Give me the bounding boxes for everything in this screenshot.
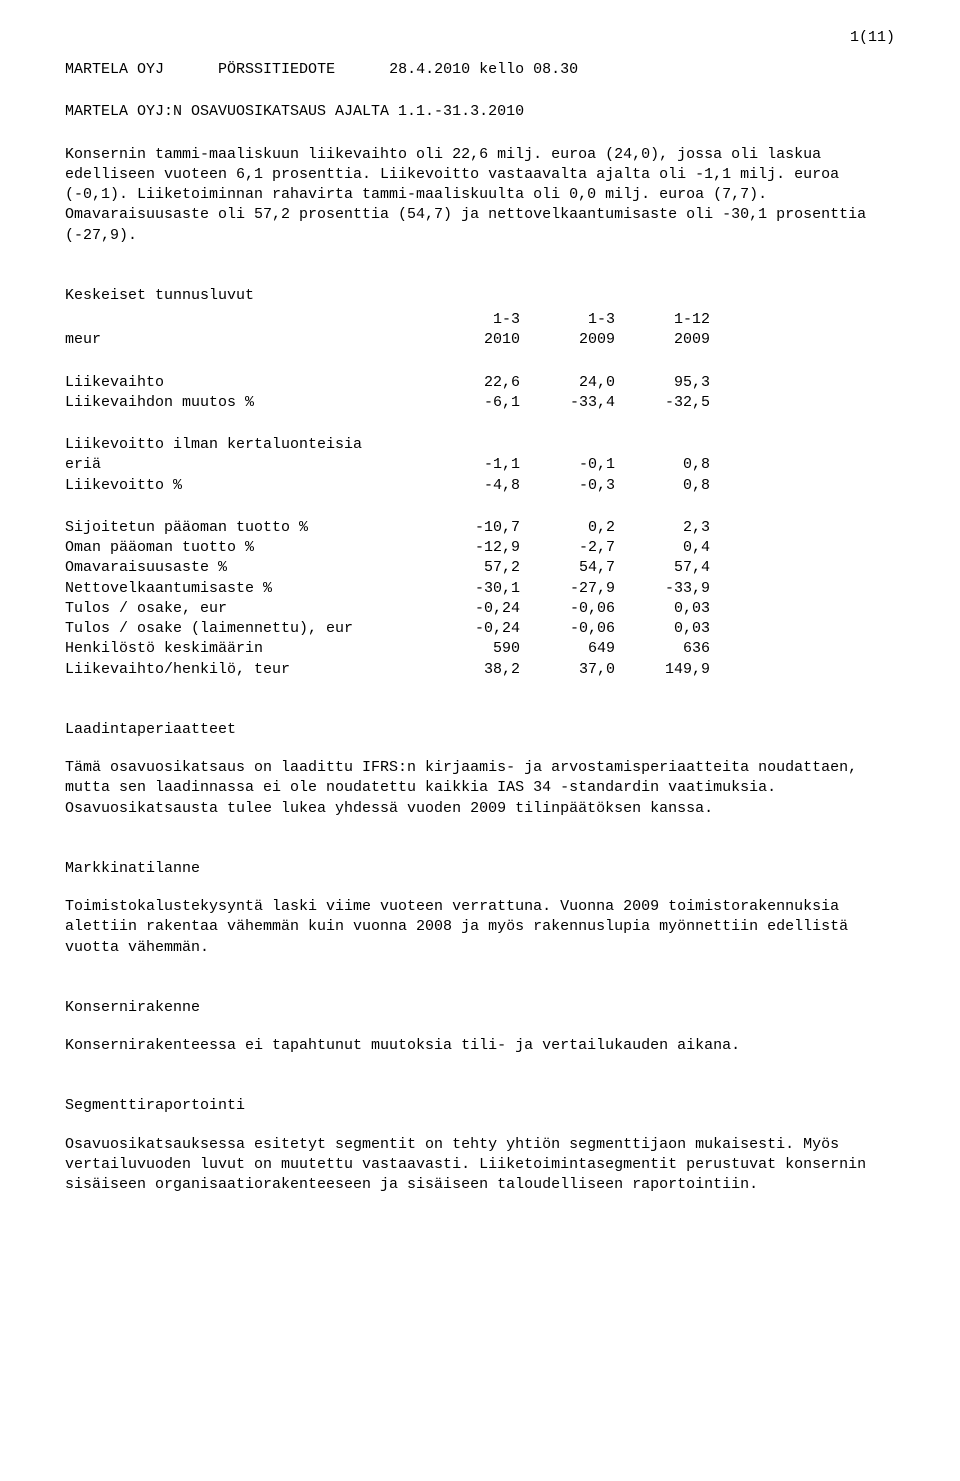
row-value: -12,9 [425, 538, 520, 558]
row-value: -6,1 [425, 393, 520, 413]
table-row: Liikevaihdon muutos %-6,1-33,4-32,5 [65, 393, 710, 413]
section-heading: Segmenttiraportointi [65, 1096, 895, 1116]
row-value: -33,9 [615, 579, 710, 599]
table-row: Nettovelkaantumisaste %-30,1-27,9-33,9 [65, 579, 710, 599]
row-value: 37,0 [520, 660, 615, 680]
row-value: 2,3 [615, 518, 710, 538]
table-row: Liikevaihto22,624,095,3 [65, 373, 710, 393]
row-value: -0,24 [425, 619, 520, 639]
header-year: 2009 [615, 330, 710, 350]
row-value: 0,2 [520, 518, 615, 538]
row-label: Liikevoitto ilman kertaluonteisia [65, 435, 425, 455]
row-label: Omavaraisuusaste % [65, 558, 425, 578]
section-heading: Konsernirakenne [65, 998, 895, 1018]
row-value: 636 [615, 639, 710, 659]
row-value: 22,6 [425, 373, 520, 393]
row-value: 649 [520, 639, 615, 659]
table-gap-row [65, 496, 710, 518]
table-title: Keskeiset tunnusluvut [65, 286, 895, 306]
table-row: eriä-1,1-0,10,8 [65, 455, 710, 475]
row-value: 95,3 [615, 373, 710, 393]
doc-type: PÖRSSITIEDOTE [218, 61, 335, 78]
row-value: -0,1 [520, 455, 615, 475]
row-value: -33,4 [520, 393, 615, 413]
row-value: 149,9 [615, 660, 710, 680]
row-value: -30,1 [425, 579, 520, 599]
header-year: 2009 [520, 330, 615, 350]
intro-paragraph: Konsernin tammi-maaliskuun liikevaihto o… [65, 145, 895, 246]
header-col: 1-3 [520, 310, 615, 330]
row-value: -0,3 [520, 476, 615, 496]
row-value: 57,4 [615, 558, 710, 578]
row-value: -0,06 [520, 619, 615, 639]
table-row: Omavaraisuusaste %57,254,757,4 [65, 558, 710, 578]
row-value: 0,03 [615, 619, 710, 639]
row-value: 0,4 [615, 538, 710, 558]
table-header-row: meur 2010 2009 2009 [65, 330, 710, 350]
row-value [615, 435, 710, 455]
row-value [425, 435, 520, 455]
row-label: Tulos / osake, eur [65, 599, 425, 619]
row-value: 590 [425, 639, 520, 659]
row-label: Liikevaihto/henkilö, teur [65, 660, 425, 680]
page: 1(11) MARTELA OYJ PÖRSSITIEDOTE 28.4.201… [0, 0, 960, 1481]
section-paragraph: Tämä osavuosikatsaus on laadittu IFRS:n … [65, 758, 895, 819]
row-value: -32,5 [615, 393, 710, 413]
section-paragraph: Osavuosikatsauksessa esitetyt segmentit … [65, 1135, 895, 1196]
row-value [520, 435, 615, 455]
company-name: MARTELA OYJ [65, 61, 164, 78]
row-value: 57,2 [425, 558, 520, 578]
row-value: -1,1 [425, 455, 520, 475]
header-year: 2010 [425, 330, 520, 350]
row-value: -4,8 [425, 476, 520, 496]
table-row: Tulos / osake (laimennettu), eur-0,24-0,… [65, 619, 710, 639]
row-label: Liikevaihto [65, 373, 425, 393]
row-value: 0,8 [615, 476, 710, 496]
row-label: Sijoitetun pääoman tuotto % [65, 518, 425, 538]
row-label: Henkilöstö keskimäärin [65, 639, 425, 659]
row-value: -2,7 [520, 538, 615, 558]
doc-date: 28.4.2010 kello 08.30 [389, 61, 578, 78]
row-value: 54,7 [520, 558, 615, 578]
section-heading: Laadintaperiaatteet [65, 720, 895, 740]
table-row: Liikevaihto/henkilö, teur38,237,0149,9 [65, 660, 710, 680]
row-value: -0,24 [425, 599, 520, 619]
header-blank [65, 310, 425, 330]
row-label: Liikevaihdon muutos % [65, 393, 425, 413]
row-value: -10,7 [425, 518, 520, 538]
row-label: Tulos / osake (laimennettu), eur [65, 619, 425, 639]
row-label: eriä [65, 455, 425, 475]
row-label: Oman pääoman tuotto % [65, 538, 425, 558]
table-row: Liikevoitto ilman kertaluonteisia [65, 435, 710, 455]
table-row: Tulos / osake, eur-0,24-0,060,03 [65, 599, 710, 619]
row-value: -0,06 [520, 599, 615, 619]
row-label: Liikevoitto % [65, 476, 425, 496]
table-gap-row [65, 351, 710, 373]
table-header-row: 1-3 1-3 1-12 [65, 310, 710, 330]
section-paragraph: Toimistokalustekysyntä laski viime vuote… [65, 897, 895, 958]
document-title: MARTELA OYJ:N OSAVUOSIKATSAUS AJALTA 1.1… [65, 102, 895, 122]
section-paragraph: Konsernirakenteessa ei tapahtunut muutok… [65, 1036, 895, 1056]
document-header: MARTELA OYJ PÖRSSITIEDOTE 28.4.2010 kell… [65, 60, 895, 80]
section-heading: Markkinatilanne [65, 859, 895, 879]
row-label: Nettovelkaantumisaste % [65, 579, 425, 599]
key-figures-table: 1-3 1-3 1-12 meur 2010 2009 2009 Liikeva… [65, 310, 710, 680]
table-row: Oman pääoman tuotto %-12,9-2,70,4 [65, 538, 710, 558]
row-value: 38,2 [425, 660, 520, 680]
header-col: 1-12 [615, 310, 710, 330]
table-row: Liikevoitto %-4,8-0,30,8 [65, 476, 710, 496]
page-number: 1(11) [850, 28, 895, 48]
row-value: -27,9 [520, 579, 615, 599]
table-row: Sijoitetun pääoman tuotto %-10,70,22,3 [65, 518, 710, 538]
row-value: 24,0 [520, 373, 615, 393]
table-row: Henkilöstö keskimäärin590649636 [65, 639, 710, 659]
table-gap-row [65, 413, 710, 435]
header-col: 1-3 [425, 310, 520, 330]
header-unit: meur [65, 330, 425, 350]
row-value: 0,03 [615, 599, 710, 619]
row-value: 0,8 [615, 455, 710, 475]
